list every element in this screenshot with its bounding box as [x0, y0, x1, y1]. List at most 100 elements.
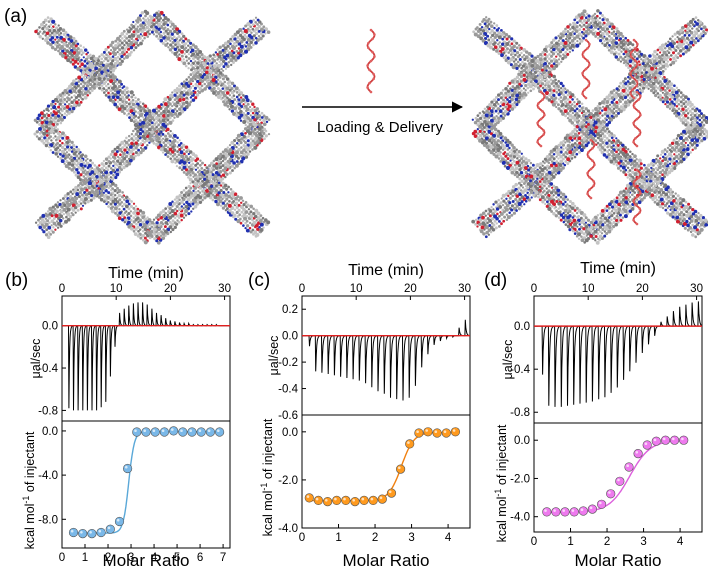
framework-atom	[623, 214, 628, 219]
framework-atom	[200, 167, 204, 170]
framework-atom	[612, 30, 616, 33]
framework-atom	[547, 184, 551, 188]
framework-atom	[501, 89, 505, 92]
framework-atom	[681, 138, 686, 143]
framework-atom	[134, 136, 139, 141]
framework-atom	[136, 34, 141, 39]
framework-atom	[196, 162, 200, 165]
framework-atom	[697, 114, 702, 118]
framework-atom	[52, 221, 57, 226]
framework-atom	[61, 149, 65, 154]
framework-atom	[148, 141, 151, 144]
framework-atom	[253, 108, 258, 113]
framework-atom	[513, 173, 517, 177]
framework-atom	[550, 204, 554, 208]
framework-atom	[541, 160, 545, 163]
framework-atom	[507, 35, 511, 39]
framework-atom	[90, 70, 95, 75]
framework-atom	[663, 88, 667, 92]
framework-atom	[130, 95, 134, 99]
framework-atom	[121, 37, 124, 40]
framework-atom	[253, 105, 256, 109]
framework-atom	[612, 162, 616, 166]
framework-atom	[226, 44, 230, 48]
framework-atom	[172, 201, 177, 206]
framework-atom	[196, 89, 200, 93]
framework-atom	[198, 181, 203, 186]
framework-atom	[118, 48, 122, 52]
framework-atom	[604, 117, 607, 120]
framework-atom	[221, 54, 225, 57]
framework-atom	[211, 57, 215, 61]
framework-atom	[102, 55, 106, 59]
framework-atom	[120, 200, 124, 204]
framework-atom	[176, 31, 180, 35]
framework-atom	[80, 58, 83, 62]
framework-atom	[162, 18, 165, 22]
framework-atom	[201, 161, 204, 165]
framework-atom	[680, 114, 683, 117]
framework-atom	[123, 106, 127, 111]
framework-atom	[138, 222, 143, 227]
framework-atom	[610, 40, 615, 45]
framework-atom	[682, 111, 686, 115]
framework-atom	[596, 36, 600, 40]
framework-atom	[521, 55, 524, 59]
framework-atom	[693, 114, 697, 117]
framework-atom	[573, 32, 576, 35]
framework-atom	[48, 33, 52, 38]
framework-atom	[66, 87, 70, 91]
framework-atom	[174, 161, 177, 165]
framework-atom	[205, 169, 210, 175]
framework-atom	[74, 81, 79, 86]
framework-atom	[251, 102, 255, 106]
framework-atom	[704, 120, 708, 124]
framework-atom	[42, 109, 46, 113]
framework-atom	[586, 122, 590, 126]
framework-atom	[203, 177, 207, 181]
framework-atom	[60, 131, 65, 136]
framework-atom	[129, 210, 133, 213]
framework-atom	[38, 123, 41, 126]
framework-atom	[47, 20, 51, 23]
framework-atom	[53, 115, 58, 120]
framework-atom	[584, 225, 589, 229]
framework-atom	[555, 160, 559, 164]
framework-atom	[198, 77, 203, 82]
framework-atom	[249, 109, 253, 113]
framework-atom	[102, 59, 106, 63]
framework-atom	[246, 143, 250, 147]
framework-atom	[79, 44, 82, 47]
framework-atom	[556, 52, 560, 56]
framework-atom	[138, 209, 143, 213]
framework-atom	[180, 41, 184, 44]
framework-atom	[107, 51, 111, 54]
framework-atom	[75, 192, 80, 197]
framework-atom	[136, 207, 140, 211]
framework-atom	[106, 77, 110, 82]
framework-atom	[61, 197, 65, 200]
framework-atom	[638, 50, 642, 54]
framework-atom	[140, 11, 145, 15]
framework-atom	[157, 13, 162, 18]
framework-atom	[74, 185, 79, 190]
framework-atom	[535, 163, 540, 168]
framework-atom	[88, 172, 93, 176]
framework-atom	[239, 221, 243, 225]
framework-atom	[54, 38, 57, 41]
framework-atom	[557, 207, 560, 210]
framework-atom	[55, 209, 59, 214]
framework-atom	[615, 27, 619, 31]
framework-atom	[545, 191, 549, 195]
framework-atom	[90, 166, 94, 170]
framework-atom	[596, 9, 600, 13]
framework-atom	[49, 129, 54, 134]
framework-atom	[232, 161, 236, 165]
framework-atom	[113, 202, 117, 206]
framework-atom	[689, 151, 692, 154]
framework-atom	[481, 110, 485, 113]
framework-atom	[82, 84, 86, 89]
framework-atom	[550, 209, 554, 213]
framework-atom	[494, 95, 498, 99]
framework-atom	[480, 127, 484, 131]
